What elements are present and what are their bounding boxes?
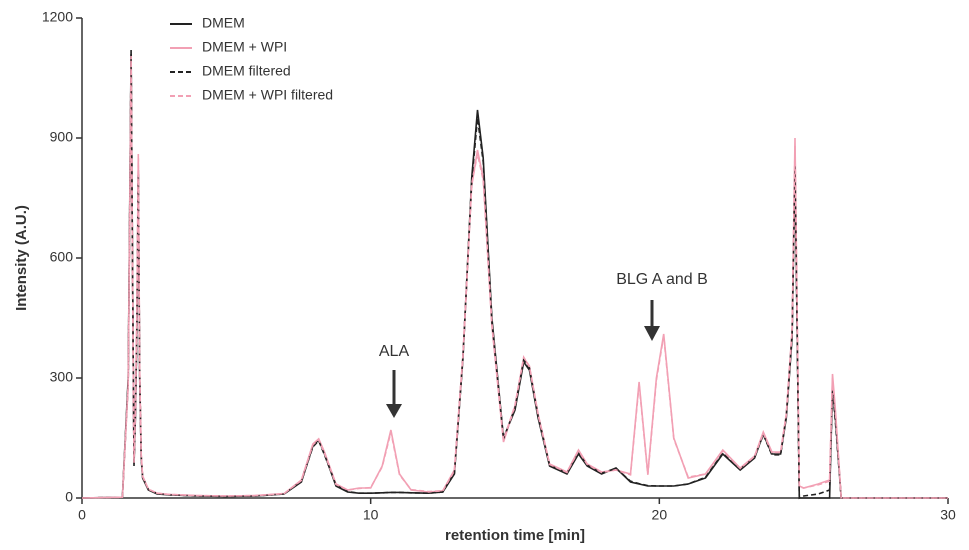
- y-tick-label: 600: [50, 249, 74, 265]
- legend-label: DMEM + WPI filtered: [202, 87, 333, 103]
- series-line: [81, 49, 948, 499]
- annotation: ALA: [379, 343, 410, 360]
- x-tick-label: 0: [78, 507, 86, 523]
- x-tick-label: 10: [363, 507, 379, 523]
- arrow-head: [644, 326, 660, 341]
- legend-label: DMEM + WPI: [202, 39, 287, 55]
- y-axis-label: Intensity (A.U.): [13, 205, 30, 311]
- y-tick-label: 300: [50, 369, 74, 385]
- arrow-head: [386, 404, 402, 418]
- x-tick-label: 20: [652, 507, 668, 523]
- x-tick-label: 30: [940, 507, 956, 523]
- x-axis-label: retention time [min]: [445, 527, 585, 544]
- legend-label: DMEM filtered: [202, 63, 291, 79]
- series-line: [81, 53, 948, 500]
- y-tick-label: 900: [50, 129, 74, 145]
- y-tick-label: 1200: [42, 9, 73, 25]
- series-line: [81, 57, 948, 499]
- series-line: [81, 55, 948, 499]
- legend-label: DMEM: [202, 15, 245, 31]
- annotation: BLG A and B: [616, 271, 708, 288]
- y-tick-label: 0: [65, 489, 73, 505]
